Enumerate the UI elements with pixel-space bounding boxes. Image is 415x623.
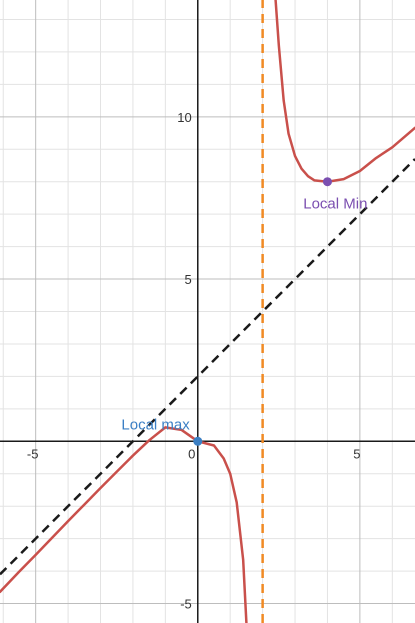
local-max-point [193,436,203,446]
tick-labels: -5 0 5 -5 5 10 [27,110,361,612]
x-tick-label: 5 [353,446,360,461]
annotations: Local max Local Min [121,196,367,434]
y-tick-label: 10 [177,110,191,125]
curve-left-branch [0,426,248,623]
local-min-point [322,177,332,187]
points-layer [193,177,332,446]
x-tick-label: 0 [188,446,195,461]
curve-right-branch [274,0,415,183]
oblique-asymptote [0,158,415,576]
y-tick-label: 5 [185,272,192,287]
local-min-label: Local Min [303,196,367,213]
local-max-label: Local max [121,416,190,433]
x-tick-label: -5 [27,446,39,461]
y-tick-label: -5 [180,597,192,612]
